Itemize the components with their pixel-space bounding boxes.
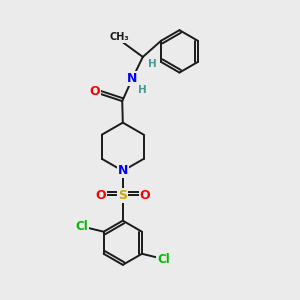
Text: CH₃: CH₃ (110, 32, 129, 42)
Text: H: H (148, 59, 157, 69)
Text: Cl: Cl (157, 253, 170, 266)
Text: H: H (138, 85, 147, 94)
Text: S: S (118, 189, 127, 202)
Text: N: N (118, 164, 128, 177)
Text: O: O (140, 189, 150, 202)
Text: N: N (127, 72, 138, 85)
Text: O: O (95, 189, 106, 202)
Text: Cl: Cl (76, 220, 88, 232)
Text: O: O (89, 85, 100, 98)
